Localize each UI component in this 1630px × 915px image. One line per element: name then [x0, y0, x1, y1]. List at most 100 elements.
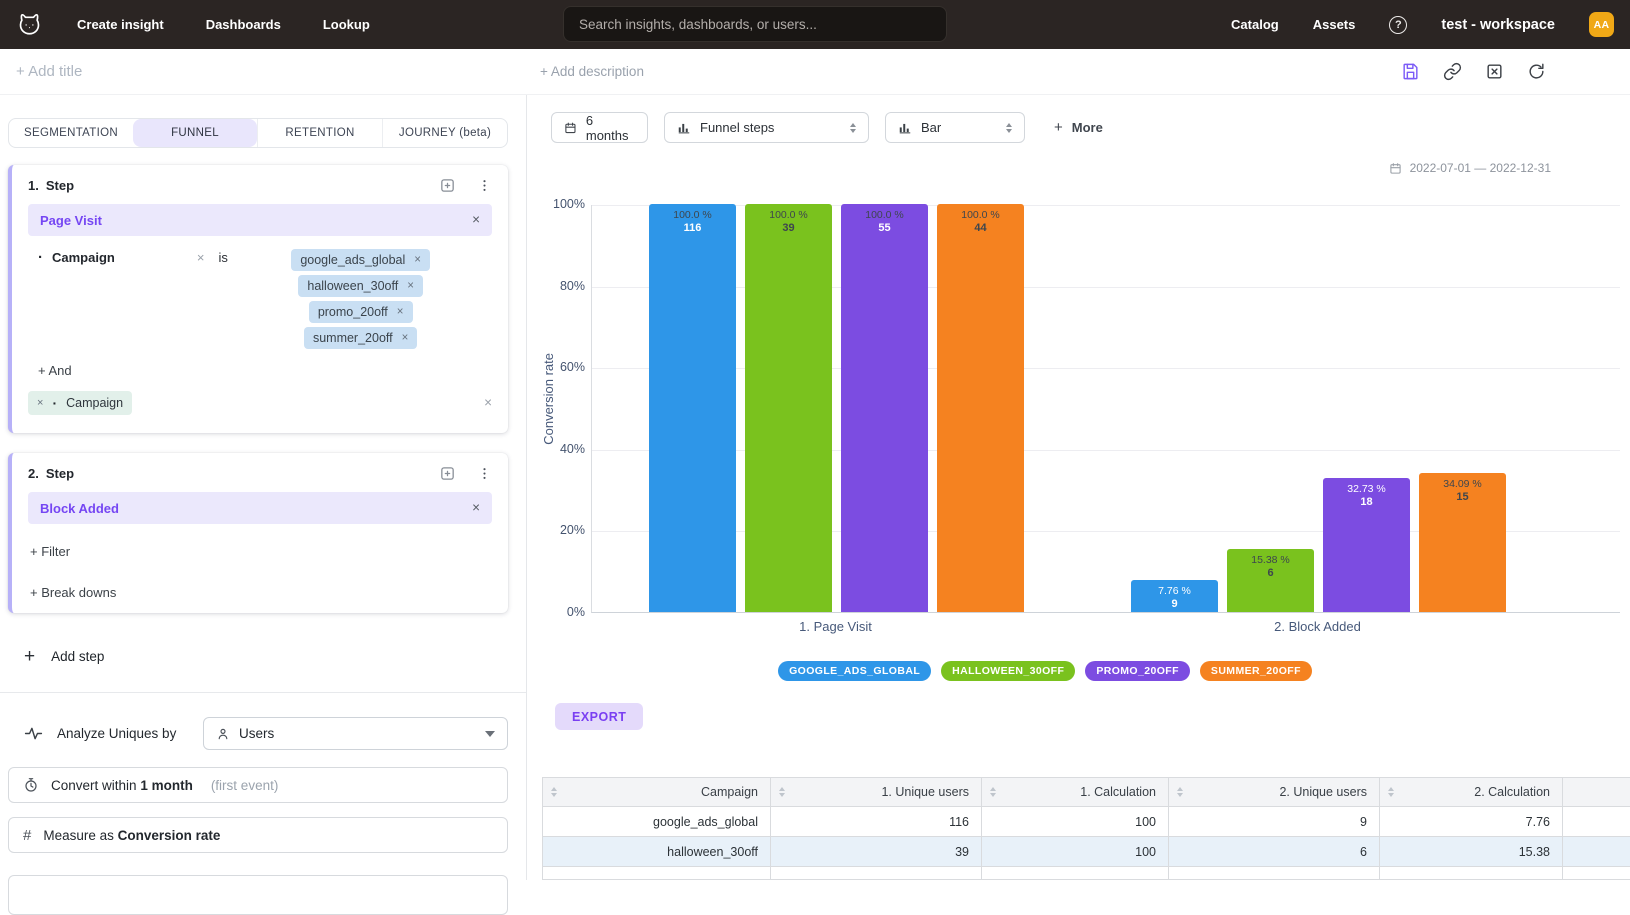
filter-bullet: · [38, 249, 43, 266]
nav-dashboards[interactable]: Dashboards [206, 17, 281, 32]
chart-type-value: Bar [921, 120, 941, 135]
bar-halloween_30off-step1[interactable]: 100.0 %39 [745, 204, 832, 612]
divider [0, 692, 526, 693]
cell-value: 9 [1169, 807, 1380, 837]
workspace-name[interactable]: test - workspace [1441, 17, 1555, 33]
convert-within-setting[interactable]: Convert within 1 month (first event) [8, 767, 508, 803]
date-range-button[interactable]: 6 months [551, 112, 648, 143]
bar-summer_20off-step1[interactable]: 100.0 %44 [937, 204, 1024, 612]
save-icon[interactable] [1401, 62, 1420, 81]
sort-icon[interactable] [990, 787, 996, 797]
results-table: Campaign 1. Unique users 1. Calculation … [542, 777, 1630, 880]
remove-tag-icon[interactable]: × [414, 254, 421, 266]
legend-pill[interactable]: HALLOWEEN_30OFF [941, 661, 1075, 681]
add-step-button[interactable]: + Add step [24, 647, 104, 666]
close-box-icon[interactable] [1485, 62, 1504, 81]
tab-funnel[interactable]: FUNNEL [133, 119, 257, 147]
avatar[interactable]: AA [1589, 12, 1614, 37]
tab-segmentation[interactable]: SEGMENTATION [9, 119, 133, 147]
measure-as-setting[interactable]: # Measure as Conversion rate [8, 817, 508, 853]
y-tick: 0% [527, 605, 585, 619]
bar-promo_20off-step1[interactable]: 100.0 %55 [841, 204, 928, 612]
help-icon[interactable]: ? [1389, 16, 1407, 34]
step-2-card: 2. Step Block Added × + Filter + Break d… [8, 453, 508, 613]
legend-pill[interactable]: GOOGLE_ADS_GLOBAL [778, 661, 931, 681]
legend-pill[interactable]: SUMMER_20OFF [1200, 661, 1312, 681]
add-breakdowns[interactable]: + Break downs [28, 585, 492, 600]
step-menu-kebab-icon[interactable] [477, 466, 492, 481]
filter-value-tag[interactable]: halloween_30off × [298, 275, 423, 297]
remove-breakdown-icon[interactable]: × [37, 397, 43, 409]
filter-value-tag[interactable]: google_ads_global × [291, 249, 430, 271]
col-header-step2-calculation[interactable]: 2. Calculation [1380, 778, 1563, 807]
col-header-step1-unique-users[interactable]: 1. Unique users [771, 778, 982, 807]
more-button[interactable]: + More [1054, 119, 1103, 136]
remove-filter-icon[interactable]: × [197, 250, 205, 265]
table-row: google_ads_global 116 100 9 7.76 [543, 807, 1630, 837]
remove-breakdown-row-icon[interactable]: × [484, 396, 492, 410]
step-2-event-row[interactable]: Block Added × [28, 492, 492, 524]
add-filter[interactable]: + Filter [28, 544, 492, 559]
view-select[interactable]: Funnel steps [664, 112, 869, 143]
sort-icon[interactable] [1388, 787, 1394, 797]
remove-event-icon[interactable]: × [472, 501, 480, 515]
plus-icon: + [1054, 119, 1063, 136]
col-header-step1-calculation[interactable]: 1. Calculation [982, 778, 1169, 807]
app-logo-cat-icon[interactable] [16, 11, 43, 38]
step-number: 2. [28, 466, 39, 481]
add-and-condition[interactable]: + And [28, 363, 492, 378]
tab-journey[interactable]: JOURNEY (beta) [382, 119, 507, 147]
step-1-event-row[interactable]: Page Visit × [28, 204, 492, 236]
remove-tag-icon[interactable]: × [402, 332, 409, 344]
bar-count-label: 15 [1456, 491, 1468, 504]
step-menu-kebab-icon[interactable] [477, 178, 492, 193]
cell-clipped [1563, 837, 1630, 867]
col-header-step2-unique-users[interactable]: 2. Unique users [1169, 778, 1380, 807]
add-title-button[interactable]: + Add title [16, 63, 82, 80]
sort-icon[interactable] [1177, 787, 1183, 797]
bar-halloween_30off-step2[interactable]: 15.38 %6 [1227, 549, 1314, 612]
filter-operator[interactable]: is [218, 250, 227, 265]
filter-value-tag[interactable]: summer_20off × [304, 327, 417, 349]
bar-promo_20off-step2[interactable]: 32.73 %18 [1323, 478, 1410, 612]
search-input[interactable] [563, 6, 947, 42]
refresh-icon[interactable] [1527, 62, 1546, 81]
filter-value-tag[interactable]: promo_20off × [309, 301, 413, 323]
legend-pill[interactable]: PROMO_20OFF [1085, 661, 1190, 681]
plus-icon: + [24, 647, 35, 666]
nav-catalog[interactable]: Catalog [1231, 17, 1279, 32]
chart-type-select[interactable]: Bar [885, 112, 1025, 143]
tab-retention[interactable]: RETENTION [257, 119, 382, 147]
event-name: Block Added [40, 501, 119, 516]
clipped-setting-box[interactable] [8, 875, 508, 915]
nav-create-insight[interactable]: Create insight [77, 17, 164, 32]
sort-icon[interactable] [551, 787, 557, 797]
bar-google_ads_global-step2[interactable]: 7.76 %9 [1131, 580, 1218, 612]
hash-icon: # [23, 827, 31, 844]
sort-icon[interactable] [779, 787, 785, 797]
bar-google_ads_global-step1[interactable]: 100.0 %116 [649, 204, 736, 612]
add-in-step-icon[interactable] [439, 177, 456, 194]
remove-tag-icon[interactable]: × [407, 280, 414, 292]
y-tick: 20% [527, 523, 585, 537]
col-header-campaign[interactable]: Campaign [543, 778, 771, 807]
calendar-icon [564, 121, 577, 135]
filter-property[interactable]: Campaign [52, 250, 115, 265]
y-tick: 80% [527, 279, 585, 293]
nav-lookup[interactable]: Lookup [323, 17, 370, 32]
breakdown-tag[interactable]: × · Campaign [28, 391, 132, 415]
export-button[interactable]: EXPORT [555, 703, 643, 730]
add-in-step-icon[interactable] [439, 465, 456, 482]
copy-link-icon[interactable] [1443, 62, 1462, 81]
nav-assets[interactable]: Assets [1313, 17, 1356, 32]
bar-percentage-label: 100.0 % [961, 209, 1000, 221]
add-description-button[interactable]: + Add description [540, 64, 644, 79]
bar-summer_20off-step2[interactable]: 34.09 %15 [1419, 473, 1506, 612]
remove-event-icon[interactable]: × [472, 213, 480, 227]
remove-tag-icon[interactable]: × [397, 306, 404, 318]
bar-count-label: 44 [974, 222, 986, 235]
analyze-by-select[interactable]: Users [203, 717, 508, 750]
chart-date-range: 2022-07-01 — 2022-12-31 [1389, 161, 1551, 175]
bar-percentage-label: 15.38 % [1251, 554, 1290, 566]
